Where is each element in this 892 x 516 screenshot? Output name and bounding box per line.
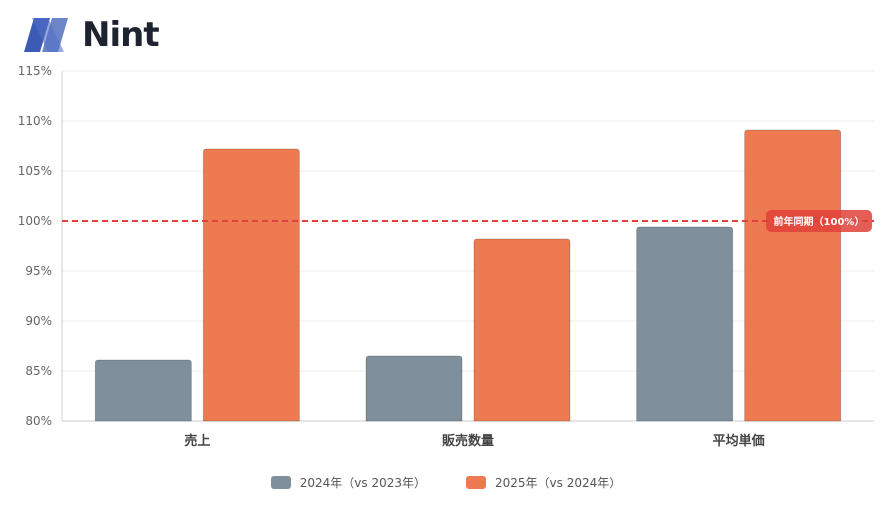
bar-series1-2 <box>365 355 463 422</box>
bar-series1-1 <box>94 359 192 422</box>
y-tick-label: 90% <box>25 314 52 328</box>
bar-chart: 80% 85% 90% 95% 100% 105% 110% 115% 売上 販売数量 平均単価 前年… <box>18 64 874 449</box>
y-tick-label: 80% <box>25 414 52 428</box>
y-tick-label: 85% <box>25 364 52 378</box>
y-tick-label: 115% <box>18 64 52 78</box>
legend-swatch <box>466 476 486 489</box>
chart-legend: 2024年（vs 2023年） 2025年（vs 2024年） <box>0 474 892 491</box>
bar-series2-2 <box>473 238 571 422</box>
nint-logo-text: Nint <box>82 15 160 55</box>
nint-logo-mark-icon <box>24 18 68 52</box>
x-category-label: 販売数量 <box>442 433 494 449</box>
y-tick-label: 95% <box>25 264 52 278</box>
bar-series1-3 <box>636 226 734 422</box>
bar-series2-3 <box>744 129 842 422</box>
reference-line-label: 前年同期（100%） <box>774 215 865 228</box>
legend-label: 2024年（vs 2023年） <box>299 476 426 490</box>
legend-item-1[interactable]: 2024年（vs 2023年） <box>270 474 426 491</box>
x-category-label: 平均単価 <box>713 433 765 449</box>
legend-item-2[interactable]: 2025年（vs 2024年） <box>466 474 621 491</box>
legend-swatch <box>270 476 291 489</box>
reference-line-badge <box>766 210 872 232</box>
x-category-label: 売上 <box>184 433 210 449</box>
legend-label: 2025年（vs 2024年） <box>495 476 622 490</box>
y-tick-label: 105% <box>18 164 52 178</box>
bar-series2-1 <box>202 148 300 422</box>
y-tick-label: 110% <box>18 114 52 128</box>
y-tick-label: 100% <box>18 214 52 228</box>
nint-logo: Nint <box>24 15 160 55</box>
